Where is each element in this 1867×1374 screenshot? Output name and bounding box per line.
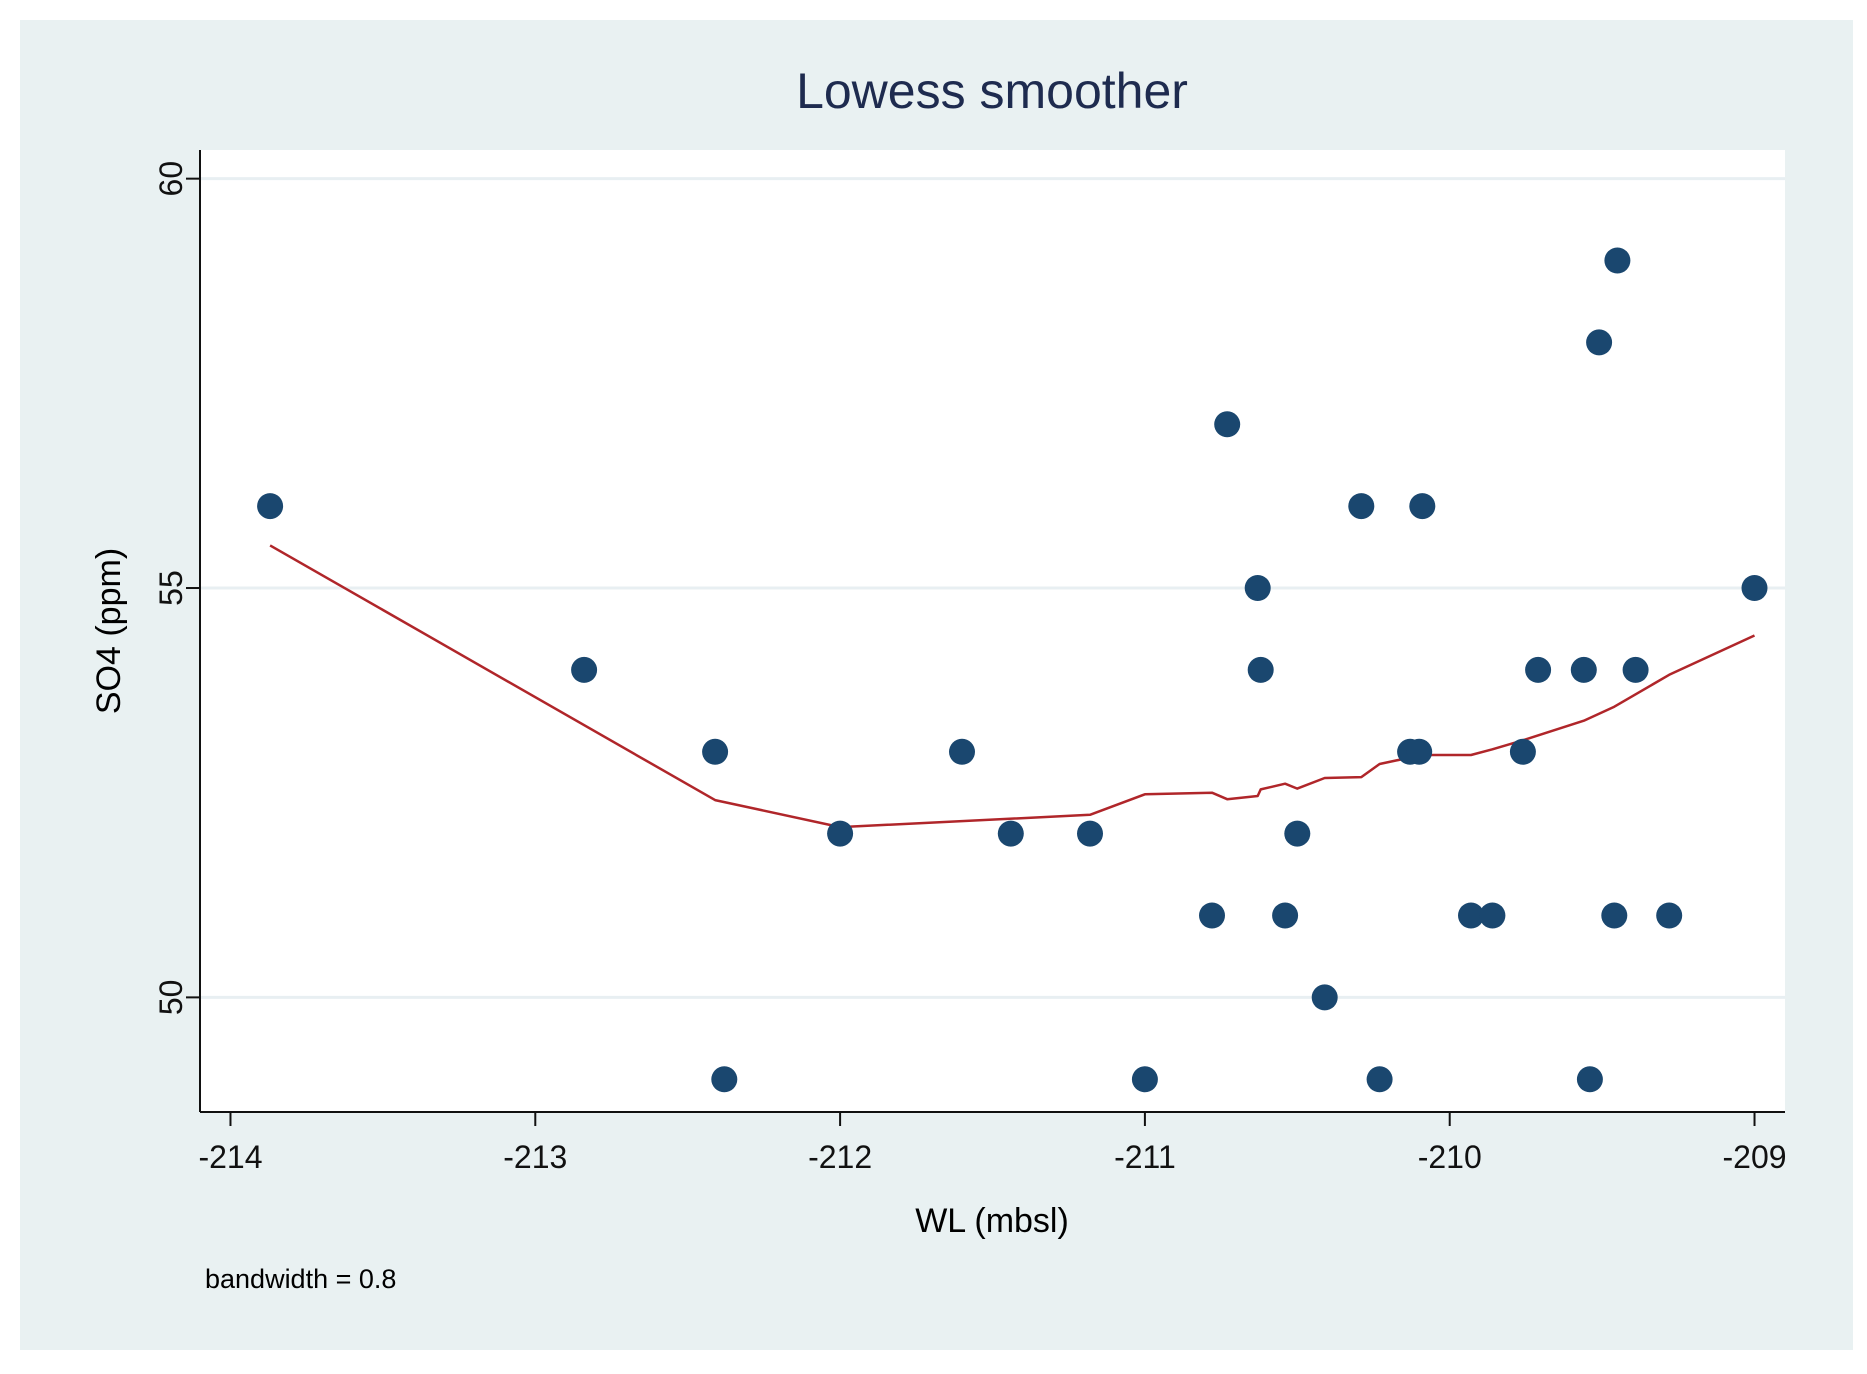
lowess-scatter-chart: -214 -213 -212 -211 -210 -209 50 55 60 Lowess s… <box>20 20 1853 1350</box>
chart-frame: -214 -213 -212 -211 -210 -209 50 55 60 Lowess s… <box>20 20 1853 1350</box>
x-axis-label: WL (mbsl) <box>915 1202 1069 1240</box>
data-point <box>1244 575 1271 601</box>
data-point <box>1576 1066 1603 1093</box>
data-point <box>1311 984 1338 1011</box>
bandwidth-note: bandwidth = 0.8 <box>205 1264 396 1294</box>
data-point <box>1458 902 1484 929</box>
data-point <box>571 656 598 683</box>
data-point <box>1741 575 1768 601</box>
data-point <box>1656 902 1683 929</box>
x-tick-label: -213 <box>503 1139 567 1175</box>
x-tick-label: -209 <box>1722 1139 1786 1175</box>
data-point <box>827 820 854 847</box>
data-point <box>1131 1066 1158 1093</box>
data-point <box>1214 411 1241 438</box>
lowess-series <box>269 544 1756 829</box>
data-point <box>1622 656 1649 683</box>
x-tick-label: -210 <box>1418 1139 1482 1175</box>
data-point <box>1247 656 1274 683</box>
data-point <box>1077 820 1103 847</box>
data-point <box>1366 1066 1393 1093</box>
data-point <box>711 1066 738 1093</box>
axes <box>199 150 1785 1113</box>
y-axis-label: SO4 (ppm) <box>90 548 128 714</box>
data-point <box>949 738 975 765</box>
y-axis-ticks: 50 55 60 <box>153 161 200 1015</box>
x-axis-ticks: -214 -213 -212 -211 -210 -209 <box>198 1112 1787 1175</box>
data-point <box>1348 493 1375 520</box>
data-point <box>1601 902 1628 929</box>
data-point <box>997 820 1024 847</box>
data-point <box>702 738 729 765</box>
data-point <box>1525 656 1552 683</box>
data-point <box>1406 738 1433 765</box>
y-tick-label: 60 <box>153 161 189 197</box>
x-tick-label: -214 <box>198 1139 262 1175</box>
x-tick-label: -212 <box>808 1139 872 1175</box>
data-point <box>1284 820 1311 847</box>
scatter-series <box>257 247 1768 1093</box>
y-tick-label: 50 <box>153 980 189 1016</box>
data-point <box>1604 247 1631 274</box>
data-point <box>257 493 284 520</box>
y-tick-label: 55 <box>153 570 189 606</box>
gridlines <box>200 177 1785 999</box>
data-point <box>1409 493 1436 520</box>
chart-title: Lowess smoother <box>796 63 1188 119</box>
lowess-line <box>269 544 1756 829</box>
data-point <box>1199 902 1225 929</box>
data-point <box>1570 656 1597 683</box>
plot-background <box>200 150 1785 1112</box>
data-point <box>1479 902 1506 929</box>
data-point <box>1586 329 1613 356</box>
data-point <box>1272 902 1299 929</box>
x-tick-label: -211 <box>1114 1139 1176 1175</box>
data-point <box>1509 738 1536 765</box>
